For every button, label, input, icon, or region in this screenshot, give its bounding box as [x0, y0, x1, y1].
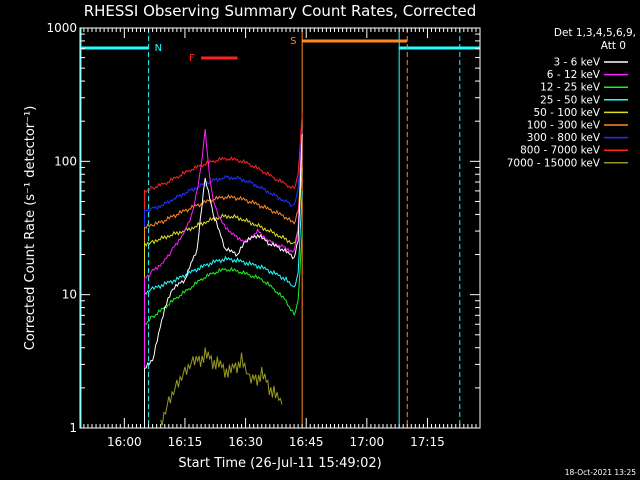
series-line	[144, 134, 303, 428]
saa-label: S	[290, 36, 296, 47]
legend-label: 300 - 800 keV	[527, 132, 601, 144]
x-tick-label: 17:00	[350, 435, 385, 449]
legend-label: 100 - 300 keV	[527, 120, 601, 132]
series-line	[144, 231, 303, 428]
y-axis: 1 10 100 1000	[46, 21, 480, 435]
x-axis: 16:00 16:15 16:30 16:45 17:00 17:15	[83, 28, 481, 449]
legend-label: 7000 - 15000 keV	[507, 157, 601, 169]
flare-label: F	[189, 53, 195, 64]
plot-frame	[79, 27, 481, 429]
x-tick-label: 16:45	[289, 435, 324, 449]
y-axis-label: Corrected Count Rate (s⁻¹ detector⁻¹)	[23, 106, 38, 351]
series-line	[160, 347, 283, 426]
y-tick-label: 100	[54, 154, 77, 168]
plot-area: N F S	[80, 28, 480, 428]
x-tick-label: 16:00	[107, 435, 142, 449]
x-tick-label: 17:15	[410, 435, 445, 449]
series-line	[144, 190, 303, 428]
legend-header-attenuator: Att 0	[601, 40, 626, 52]
legend-label: 3 - 6 keV	[553, 57, 600, 69]
series-line	[144, 128, 303, 428]
legend-label: 12 - 25 keV	[540, 82, 601, 94]
chart-title: RHESSI Observing Summary Count Rates, Co…	[84, 2, 477, 20]
series-line	[144, 167, 303, 428]
legend-label: 50 - 100 keV	[533, 107, 600, 119]
series-line	[144, 130, 303, 428]
legend-label: 6 - 12 keV	[547, 69, 601, 81]
x-tick-label: 16:30	[228, 435, 263, 449]
series-line	[144, 113, 303, 428]
legend-header-detectors: Det 1,3,4,5,6,9,	[554, 27, 636, 39]
x-axis-label: Start Time (26-Jul-11 15:49:02)	[178, 456, 381, 471]
y-tick-label: 10	[62, 288, 77, 302]
legend-label: 800 - 7000 keV	[520, 145, 601, 157]
legend-label: 25 - 50 keV	[540, 94, 601, 106]
x-tick-label: 16:15	[168, 435, 203, 449]
night-label: N	[155, 43, 162, 54]
y-tick-label: 1	[69, 421, 77, 435]
plot-timestamp: 18-Oct-2021 13:25	[565, 468, 636, 477]
series-line	[144, 155, 303, 428]
y-tick-label: 1000	[46, 21, 77, 35]
